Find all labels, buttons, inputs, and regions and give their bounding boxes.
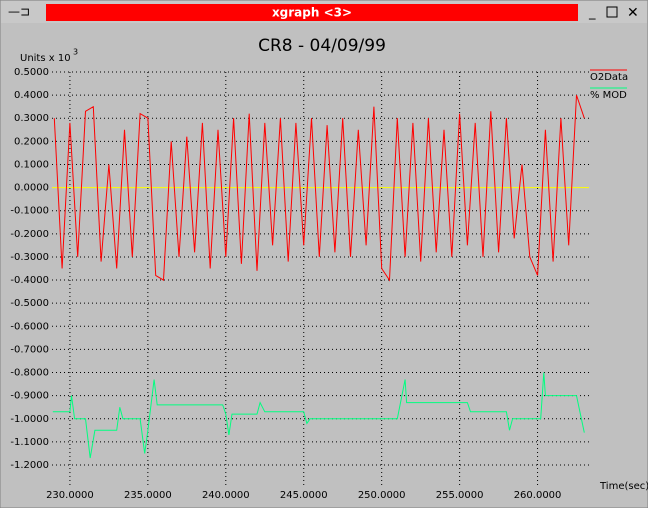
y-tick-label: -0.1000 xyxy=(10,206,49,217)
y-tick-label: 0.5000 xyxy=(14,67,49,78)
y-tick-label: -0.9000 xyxy=(10,391,49,402)
y-tick-label: -0.4000 xyxy=(10,275,49,286)
x-tick-label: 245.0000 xyxy=(280,490,328,501)
minimize-button[interactable]: _ xyxy=(588,6,596,21)
y-tick-label: -1.0000 xyxy=(10,414,49,425)
y-tick-label: -0.5000 xyxy=(10,298,49,309)
y-tick-label: -1.2000 xyxy=(10,460,49,471)
series-line xyxy=(53,94,585,282)
window-menu-icon[interactable]: —⊐ xyxy=(8,5,30,19)
legend-label: % MOD xyxy=(590,90,627,101)
series-line xyxy=(52,372,585,459)
y-tick-label: 0.2000 xyxy=(14,136,49,147)
y-tick-label: -1.1000 xyxy=(10,437,49,448)
x-tick-label: 235.0000 xyxy=(124,490,172,501)
y-tick-label: 0.0000 xyxy=(14,183,49,194)
maximize-button[interactable] xyxy=(606,6,618,18)
y-tick-label: 0.1000 xyxy=(14,159,49,170)
y-tick-label: -0.6000 xyxy=(10,321,49,332)
close-button[interactable]: ✕ xyxy=(627,5,639,21)
title-highlight xyxy=(46,4,578,21)
y-tick-label: -0.8000 xyxy=(10,368,49,379)
y-tick-label: 0.4000 xyxy=(14,90,49,101)
window-title: xgraph <3> xyxy=(272,6,352,20)
x-axis-label: Time(sec) xyxy=(599,481,648,492)
legend-label: O2Data xyxy=(590,72,628,83)
y-tick-label: 0.3000 xyxy=(14,113,49,124)
y-tick-label: -0.7000 xyxy=(10,344,49,355)
chart-title: CR8 - 04/09/99 xyxy=(258,36,386,56)
x-tick-label: 230.0000 xyxy=(46,490,94,501)
x-tick-label: 260.0000 xyxy=(514,490,562,501)
x-tick-label: 250.0000 xyxy=(358,490,406,501)
y-tick-label: -0.3000 xyxy=(10,252,49,263)
y-tick-label: -0.2000 xyxy=(10,229,49,240)
y-axis-exponent: 3 xyxy=(73,48,78,57)
x-tick-label: 255.0000 xyxy=(436,490,484,501)
y-axis-label: Units x 10 xyxy=(20,53,71,64)
x-tick-label: 240.0000 xyxy=(202,490,250,501)
